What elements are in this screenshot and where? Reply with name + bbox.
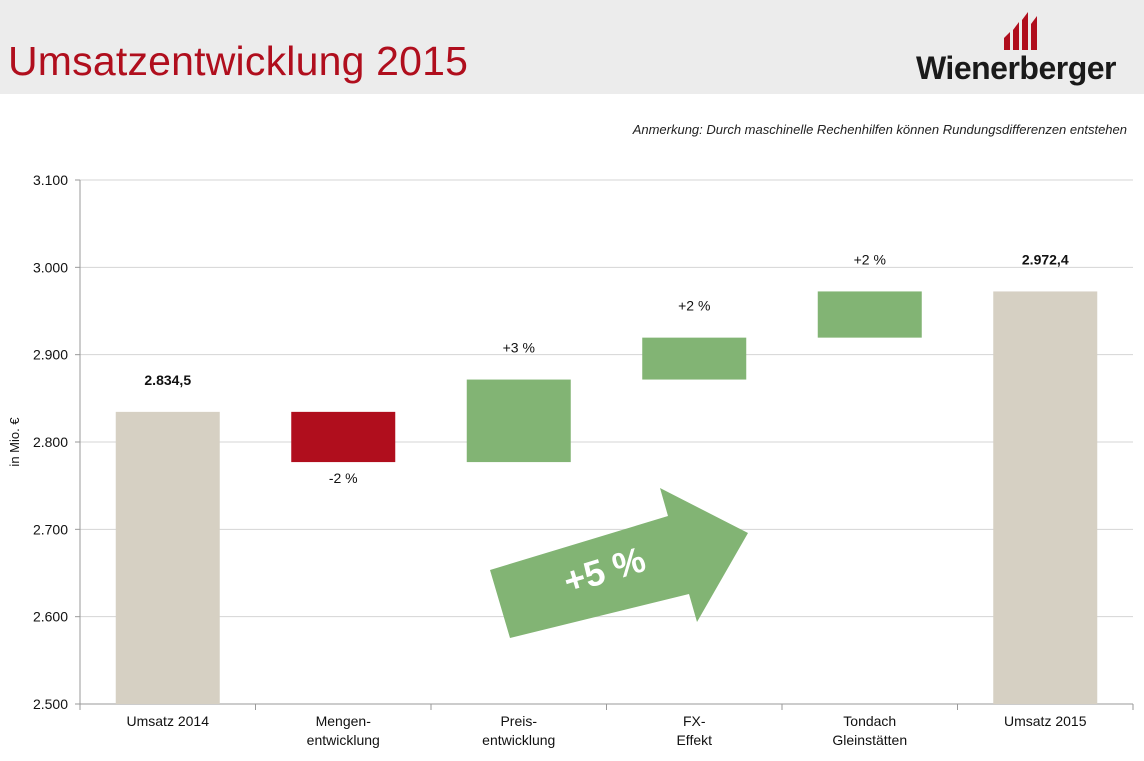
- x-category-label: Tondach: [843, 713, 896, 729]
- y-tick-label: 3.100: [33, 172, 68, 188]
- y-tick-label: 2.900: [33, 347, 68, 363]
- x-category-label: entwicklung: [307, 732, 380, 748]
- x-category-label: entwicklung: [482, 732, 555, 748]
- x-category-label: Preis-: [500, 713, 537, 729]
- x-category-label: Mengen-: [316, 713, 372, 729]
- bar-positive: [466, 379, 571, 463]
- x-category-label: Umsatz 2014: [127, 713, 210, 729]
- bar-positive: [817, 291, 922, 338]
- logo-bars-icon: [1004, 12, 1037, 50]
- wienerberger-logo: Wienerberger: [912, 8, 1136, 86]
- y-tick-label: 2.600: [33, 609, 68, 625]
- data-label: 2.972,4: [1022, 251, 1069, 267]
- growth-arrow: +5 %: [490, 488, 748, 638]
- logo-text: Wienerberger: [916, 50, 1117, 86]
- y-tick-label: 2.700: [33, 521, 68, 537]
- bar-positive: [642, 337, 747, 380]
- header-bar: Umsatzentwicklung 2015 Wienerberger: [0, 0, 1144, 94]
- data-label: -2 %: [329, 470, 358, 486]
- x-category-label: Effekt: [676, 732, 712, 748]
- data-label: +2 %: [854, 251, 886, 267]
- y-tick-label: 3.000: [33, 259, 68, 275]
- y-tick-label: 2.500: [33, 696, 68, 712]
- rounding-note: Anmerkung: Durch maschinelle Rechenhilfe…: [632, 122, 1127, 137]
- page-title: Umsatzentwicklung 2015: [8, 38, 469, 84]
- x-category-label: FX-: [683, 713, 706, 729]
- data-label: 2.834,5: [144, 372, 191, 388]
- y-tick-label: 2.800: [33, 434, 68, 450]
- y-axis-title: in Mio. €: [7, 417, 22, 467]
- bar-negative: [291, 411, 396, 463]
- data-label: +2 %: [678, 298, 710, 314]
- growth-arrow-shape: [490, 488, 748, 638]
- grid-layer: 2.500 2.600 2.700 2.800 2.900 3.000 3.100: [33, 172, 1134, 712]
- data-label: +3 %: [503, 340, 535, 356]
- bar-total: [993, 291, 1098, 704]
- bar-total: [115, 411, 220, 704]
- x-category-label: Gleinstätten: [832, 732, 907, 748]
- bar-layer: [115, 291, 1098, 704]
- x-category-label: Umsatz 2015: [1004, 713, 1087, 729]
- label-layer: 2.834,5 Umsatz 2014 -2 % Mengen-entwicklung…: [127, 251, 1087, 748]
